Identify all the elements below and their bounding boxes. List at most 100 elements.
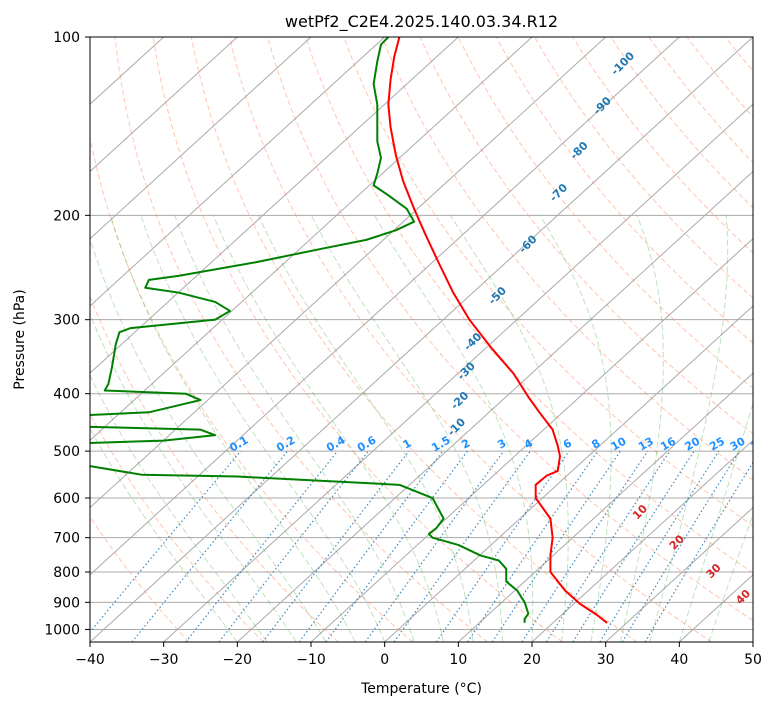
dry-adiabat-line (495, 37, 753, 344)
chart-title: wetPf2_C2E4.2025.140.03.34.R12 (285, 12, 558, 32)
moist-adiabat-line (90, 236, 327, 642)
isotherm-line (90, 37, 459, 374)
dry-adiabat-line (343, 37, 753, 527)
x-tick-label: −40 (75, 652, 105, 668)
x-tick-label: 30 (597, 652, 615, 668)
mixing-ratio-line (435, 450, 570, 642)
y-tick-label: 100 (53, 30, 80, 46)
dry-adiabat-label: -80 (568, 139, 591, 162)
mixing-ratio-line (90, 450, 242, 634)
isotherm-line (90, 37, 238, 173)
dry-adiabat-line (419, 37, 753, 435)
y-tick-label: 1000 (44, 622, 80, 638)
dry-adiabat-line (305, 37, 753, 574)
isotherm-line (90, 37, 680, 576)
moist-adiabat-line (678, 401, 753, 642)
mixing-ratio-label: 3 (495, 437, 508, 452)
y-tick-label: 600 (53, 491, 80, 507)
isotherm-line (531, 439, 753, 642)
dry-adiabat-line (152, 37, 563, 642)
mixing-ratio-line (131, 450, 289, 642)
dry-adiabat-line (381, 37, 753, 481)
moist-adiabat-label: 20 (667, 532, 687, 552)
x-tick-label: −20 (223, 652, 253, 668)
x-tick-label: −30 (149, 652, 179, 668)
y-tick-label: 300 (53, 313, 80, 329)
moist-adiabat-line (212, 215, 445, 642)
y-tick-label: 700 (53, 531, 80, 547)
isotherm-line (90, 37, 607, 509)
x-tick-label: 40 (670, 652, 688, 668)
moist-adiabat-line (649, 215, 729, 642)
moist-adiabat-line (174, 215, 415, 642)
isotherm-line (236, 170, 753, 642)
moist-adiabat-line (110, 215, 356, 642)
x-tick-label: 20 (523, 652, 541, 668)
dry-adiabat-line (267, 37, 753, 622)
mixing-ratio-line (491, 450, 621, 642)
y-tick-label: 800 (53, 565, 80, 581)
dry-adiabat-line (572, 37, 753, 254)
isotherm-line (384, 305, 753, 642)
y-tick-label: 400 (53, 387, 80, 403)
dry-adiabat-line (648, 37, 753, 164)
dewpoint-profile-line (90, 37, 530, 623)
dry-adiabat-line (457, 37, 753, 389)
moist-adiabat-line (619, 215, 664, 642)
moist-adiabat-line (539, 215, 612, 642)
moist-adiabat-line (140, 215, 386, 642)
dry-adiabat-label: -100 (608, 49, 637, 78)
dry-adiabat-line (90, 135, 414, 642)
mixing-ratio-line (325, 450, 469, 642)
isotherm-line (90, 37, 386, 307)
dry-adiabat-line (724, 37, 753, 72)
dry-adiabat-line (686, 37, 753, 118)
mixing-ratio-label: 36 (748, 434, 768, 453)
y-tick-label: 900 (53, 595, 80, 611)
x-tick-label: 0 (380, 652, 389, 668)
y-tick-label: 500 (53, 444, 80, 460)
isotherm-line (310, 237, 753, 642)
x-tick-label: 50 (744, 652, 762, 668)
moist-adiabat-label: 30 (704, 561, 724, 581)
mixing-ratio-label: 2 (459, 437, 472, 452)
mixing-ratio-line (185, 450, 339, 642)
dry-adiabat-line (610, 37, 753, 209)
y-axis-label: Pressure (hPa) (12, 289, 28, 389)
isotherm-line (163, 103, 753, 642)
dry-adiabat-line (90, 412, 264, 642)
mixing-ratio-line (521, 450, 649, 642)
dry-adiabat-line (90, 295, 339, 642)
moist-adiabat-line (450, 215, 569, 642)
dry-adiabat-line (763, 37, 775, 642)
dry-adiabat-label: -60 (516, 232, 539, 255)
isotherm-line (90, 37, 753, 642)
mixing-ratio-line (467, 450, 599, 642)
dry-adiabat-label: -20 (448, 389, 471, 412)
x-tick-label: 10 (449, 652, 467, 668)
moist-adiabat-line (374, 215, 534, 642)
isotherm-line (457, 372, 753, 642)
dry-adiabat-line (90, 515, 190, 642)
moist-adiabat-line (90, 312, 297, 642)
plot-frame (89, 36, 754, 643)
x-tick-label: −10 (296, 652, 326, 668)
mixing-ratio-label: 6 (561, 436, 574, 451)
plot-area: 0.1 0.2 0.4 0.6 1 1.5 2 3 4 6 8 10 13 16 20 25 30 36-100-… (90, 37, 775, 642)
mixing-ratio-line (599, 450, 720, 642)
dry-adiabat-label: -10 (445, 415, 468, 438)
mixing-ratio-line (572, 450, 695, 642)
mixing-ratio-line (393, 450, 531, 642)
isotherm-line (90, 37, 533, 442)
dry-adiabat-line (229, 37, 713, 642)
moist-adiabat-line (310, 215, 504, 642)
dry-adiabat-line (190, 37, 638, 642)
y-tick-label: 200 (53, 208, 80, 224)
mixing-ratio-line (364, 450, 505, 642)
isotherm-line (605, 506, 753, 642)
moist-adiabat-line (257, 215, 474, 642)
temperature-profile-line (387, 37, 608, 624)
isotherm-line (752, 641, 753, 642)
